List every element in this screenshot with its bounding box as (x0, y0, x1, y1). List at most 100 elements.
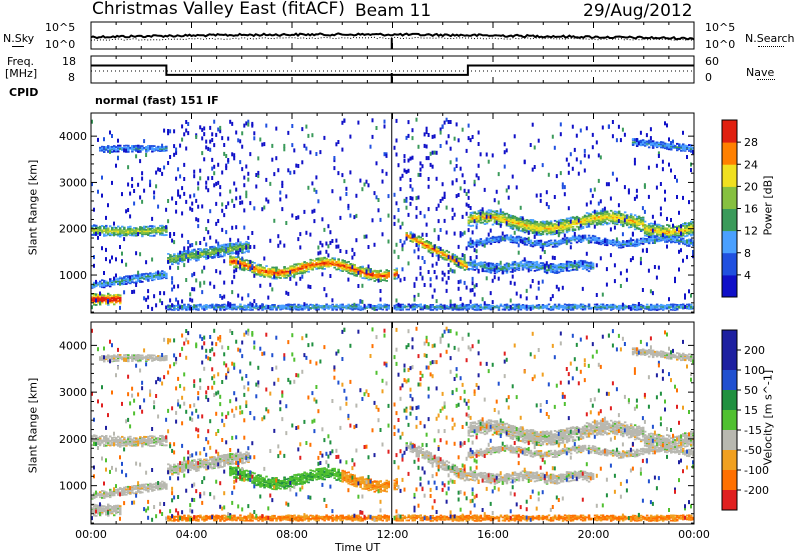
power-cell (437, 236, 440, 241)
power-cell (219, 255, 222, 258)
power-cell (237, 266, 240, 269)
power-cell (109, 282, 112, 285)
power-cell (113, 145, 116, 147)
power-cell (231, 121, 234, 126)
power-cell (265, 177, 268, 182)
power-cell (513, 134, 516, 139)
power-cell (143, 232, 146, 235)
power-cell (169, 259, 172, 262)
power-cell (565, 267, 568, 272)
power-cell (473, 219, 476, 224)
power-cell (521, 240, 524, 245)
power-cell (257, 170, 260, 175)
power-cell (157, 275, 160, 277)
power-cell (135, 145, 138, 148)
freq-label-2: [MHz] (5, 67, 38, 80)
power-cell (387, 194, 390, 199)
power-cell (97, 231, 100, 234)
power-cell (107, 203, 109, 208)
power-cell (341, 303, 344, 306)
power-cell (105, 280, 108, 283)
power-cell (139, 252, 142, 257)
power-cell (447, 120, 450, 124)
power-cell (209, 147, 212, 152)
power-cell (441, 270, 444, 275)
power-cell (439, 130, 442, 135)
power-cell (249, 245, 252, 249)
power-cell (243, 259, 246, 262)
power-cell (115, 228, 118, 231)
power-cell (359, 299, 362, 304)
power-cell (99, 225, 102, 228)
power-cell (163, 147, 166, 150)
power-cell (119, 148, 122, 150)
power-cell (221, 303, 224, 306)
power-cell (241, 200, 244, 205)
power-cell (279, 240, 282, 245)
power-cell (229, 237, 232, 242)
power-cell (109, 300, 112, 303)
power-cell (151, 229, 154, 232)
power-cell (409, 178, 412, 182)
power-cell (173, 232, 176, 236)
power-cell (239, 200, 242, 205)
power-cell (135, 281, 138, 284)
power-cell (195, 304, 198, 307)
power-cell (385, 153, 388, 158)
power-cell (241, 245, 244, 248)
power-cell (521, 268, 525, 271)
power-cell (375, 161, 378, 166)
power-cell (449, 267, 452, 272)
power-cell (103, 281, 106, 283)
power-cell (493, 275, 496, 280)
power-cell (215, 201, 218, 206)
power-cell (163, 146, 166, 148)
power-cell (329, 274, 332, 278)
power-cell (371, 118, 374, 123)
power-cell (229, 250, 232, 252)
power-cell (131, 281, 134, 283)
power-cell (105, 146, 108, 148)
power-cell (157, 148, 160, 150)
power-cell (197, 181, 200, 186)
power-cell (163, 225, 166, 228)
power-cell (101, 246, 103, 251)
power-cell (171, 255, 174, 258)
power-cell (435, 261, 438, 266)
power-cell (477, 142, 480, 146)
power-cell (165, 277, 168, 280)
power-cell (427, 133, 430, 137)
power-cell (141, 148, 144, 151)
power-cell (167, 306, 170, 309)
power-cell (121, 149, 124, 151)
power-cell (115, 300, 118, 303)
power-cell (221, 202, 224, 207)
power-cell (101, 231, 104, 234)
power-cell (519, 308, 523, 311)
power-cell (335, 238, 338, 243)
power-cell (191, 256, 194, 259)
nsearch-legend-line (758, 46, 784, 47)
power-cell (101, 294, 104, 297)
power-cell (133, 281, 136, 284)
power-cell (159, 272, 162, 275)
power-cell (229, 304, 232, 309)
power-cell (495, 265, 498, 270)
power-cell (445, 230, 448, 235)
power-cell (395, 298, 398, 303)
power-cell (285, 290, 288, 295)
power-cell (247, 249, 250, 252)
power-cell (279, 190, 282, 195)
power-cell (91, 296, 94, 299)
power-cell (553, 145, 556, 150)
power-cell (509, 298, 512, 303)
power-cell (105, 257, 107, 262)
power-cell (219, 247, 222, 250)
power-cell (199, 241, 202, 245)
power-cell (175, 258, 178, 261)
power-cell (201, 249, 204, 252)
power-cell (103, 146, 105, 150)
power-cell (163, 272, 166, 275)
power-cell (103, 299, 106, 302)
power-cell (99, 299, 102, 302)
